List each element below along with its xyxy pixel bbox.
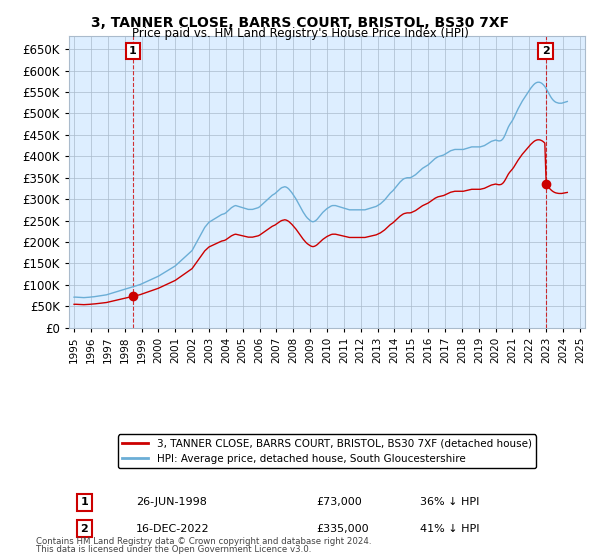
Text: £335,000: £335,000 [317, 524, 370, 534]
Text: Price paid vs. HM Land Registry's House Price Index (HPI): Price paid vs. HM Land Registry's House … [131, 27, 469, 40]
Text: 26-JUN-1998: 26-JUN-1998 [136, 497, 207, 507]
Text: 1: 1 [80, 497, 88, 507]
Text: 41% ↓ HPI: 41% ↓ HPI [420, 524, 479, 534]
Text: Contains HM Land Registry data © Crown copyright and database right 2024.: Contains HM Land Registry data © Crown c… [36, 537, 371, 546]
Text: £73,000: £73,000 [317, 497, 362, 507]
Text: 3, TANNER CLOSE, BARRS COURT, BRISTOL, BS30 7XF: 3, TANNER CLOSE, BARRS COURT, BRISTOL, B… [91, 16, 509, 30]
Text: 2: 2 [80, 524, 88, 534]
Text: 2: 2 [542, 46, 550, 56]
Text: This data is licensed under the Open Government Licence v3.0.: This data is licensed under the Open Gov… [36, 545, 311, 554]
Legend: 3, TANNER CLOSE, BARRS COURT, BRISTOL, BS30 7XF (detached house), HPI: Average p: 3, TANNER CLOSE, BARRS COURT, BRISTOL, B… [118, 435, 536, 468]
Text: 36% ↓ HPI: 36% ↓ HPI [420, 497, 479, 507]
Text: 1: 1 [129, 46, 137, 56]
Text: 16-DEC-2022: 16-DEC-2022 [136, 524, 210, 534]
